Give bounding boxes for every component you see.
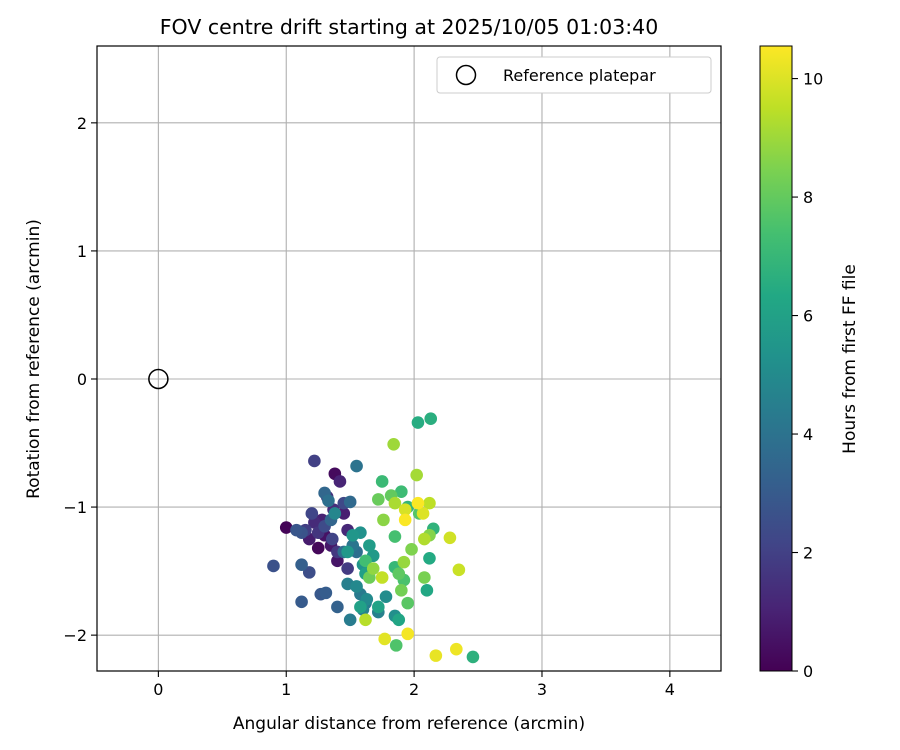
colorbar-ticks: 0 2 4 6 8 10 <box>792 70 823 681</box>
colorbar-tick-label: 0 <box>803 662 813 681</box>
data-point <box>337 507 351 520</box>
data-point <box>308 454 321 468</box>
data-point <box>359 554 372 568</box>
colorbar-tick-label: 10 <box>803 70 823 89</box>
data-point <box>328 507 342 520</box>
data-point <box>389 639 403 652</box>
data-point <box>290 523 303 537</box>
y-tick-label: 1 <box>77 242 87 261</box>
colorbar <box>759 45 793 672</box>
data-point <box>319 586 333 600</box>
y-axis-label: Rotation from reference (arcmin) <box>24 219 44 499</box>
data-point <box>423 551 436 565</box>
chart-title: FOV centre drift starting at 2025/10/05 … <box>160 15 659 39</box>
data-point <box>392 567 406 580</box>
data-point <box>388 496 402 510</box>
data-point <box>411 496 425 510</box>
data-point <box>379 590 393 604</box>
data-point <box>466 650 480 664</box>
data-point <box>375 571 389 584</box>
data-point <box>302 566 316 579</box>
data-point <box>418 571 431 584</box>
data-point <box>267 559 280 573</box>
x-tick-label: 1 <box>281 680 291 699</box>
data-point <box>279 521 293 534</box>
x-axis-label: Angular distance from reference (arcmin) <box>233 714 585 734</box>
data-point <box>411 416 425 429</box>
data-point <box>372 600 385 614</box>
data-point <box>311 541 325 555</box>
data-point <box>350 580 363 593</box>
data-point <box>331 554 344 568</box>
legend: Reference platepar <box>436 56 712 94</box>
reference-platepar-marker <box>148 368 169 390</box>
y-tick-label: 0 <box>77 370 87 389</box>
data-point <box>341 545 354 559</box>
legend-label: Reference platepar <box>503 66 656 85</box>
colorbar-tick-label: 4 <box>803 425 813 444</box>
data-point <box>418 532 431 546</box>
data-point <box>354 600 367 614</box>
x-tick-label: 4 <box>665 680 675 699</box>
colorbar-tick-label: 2 <box>803 544 813 563</box>
data-point <box>397 555 411 569</box>
data-point <box>395 485 408 498</box>
data-point <box>401 627 415 641</box>
data-point <box>423 496 436 510</box>
data-point <box>333 475 347 488</box>
data-point <box>388 530 402 543</box>
data-point <box>387 438 400 451</box>
data-point <box>322 494 335 507</box>
axis-ticks: 0 1 2 3 4 −2 −1 0 1 2 <box>63 114 675 699</box>
data-point <box>429 649 443 662</box>
plot-frame <box>96 45 722 672</box>
x-tick-label: 3 <box>537 680 547 699</box>
colorbar-label: Hours from first FF file <box>840 264 860 454</box>
y-tick-label: 2 <box>77 114 87 133</box>
colorbar-tick-label: 6 <box>803 307 813 326</box>
y-tick-label: −2 <box>63 626 87 645</box>
data-point <box>343 613 357 627</box>
legend-marker <box>455 64 477 86</box>
data-point <box>363 539 376 552</box>
data-point <box>443 531 457 545</box>
data-point <box>346 528 360 542</box>
data-point <box>424 412 438 425</box>
data-point <box>295 595 308 609</box>
data-point <box>398 513 412 527</box>
data-point <box>375 475 389 488</box>
data-point <box>295 558 308 571</box>
data-point <box>331 600 344 614</box>
data-point <box>420 584 434 597</box>
data-point <box>341 562 354 575</box>
legend-box <box>436 56 712 94</box>
data-point <box>372 493 385 506</box>
data-point <box>410 468 423 482</box>
colorbar-tick-label: 8 <box>803 188 813 207</box>
data-point <box>395 584 408 597</box>
x-tick-label: 2 <box>409 680 419 699</box>
data-point <box>350 459 363 473</box>
data-point <box>401 596 415 610</box>
data-point <box>305 507 319 520</box>
data-point <box>366 562 380 575</box>
y-tick-label: −1 <box>63 498 87 517</box>
x-tick-label: 0 <box>153 680 163 699</box>
data-point <box>325 532 339 546</box>
data-point <box>392 613 406 627</box>
data-point <box>343 495 357 509</box>
data-points <box>267 412 480 664</box>
data-point <box>452 563 466 577</box>
data-point <box>359 613 372 627</box>
data-point <box>377 513 390 527</box>
data-point <box>405 543 418 556</box>
data-point <box>378 632 392 646</box>
data-point <box>398 503 412 516</box>
data-point <box>416 507 430 520</box>
data-point <box>450 642 463 656</box>
